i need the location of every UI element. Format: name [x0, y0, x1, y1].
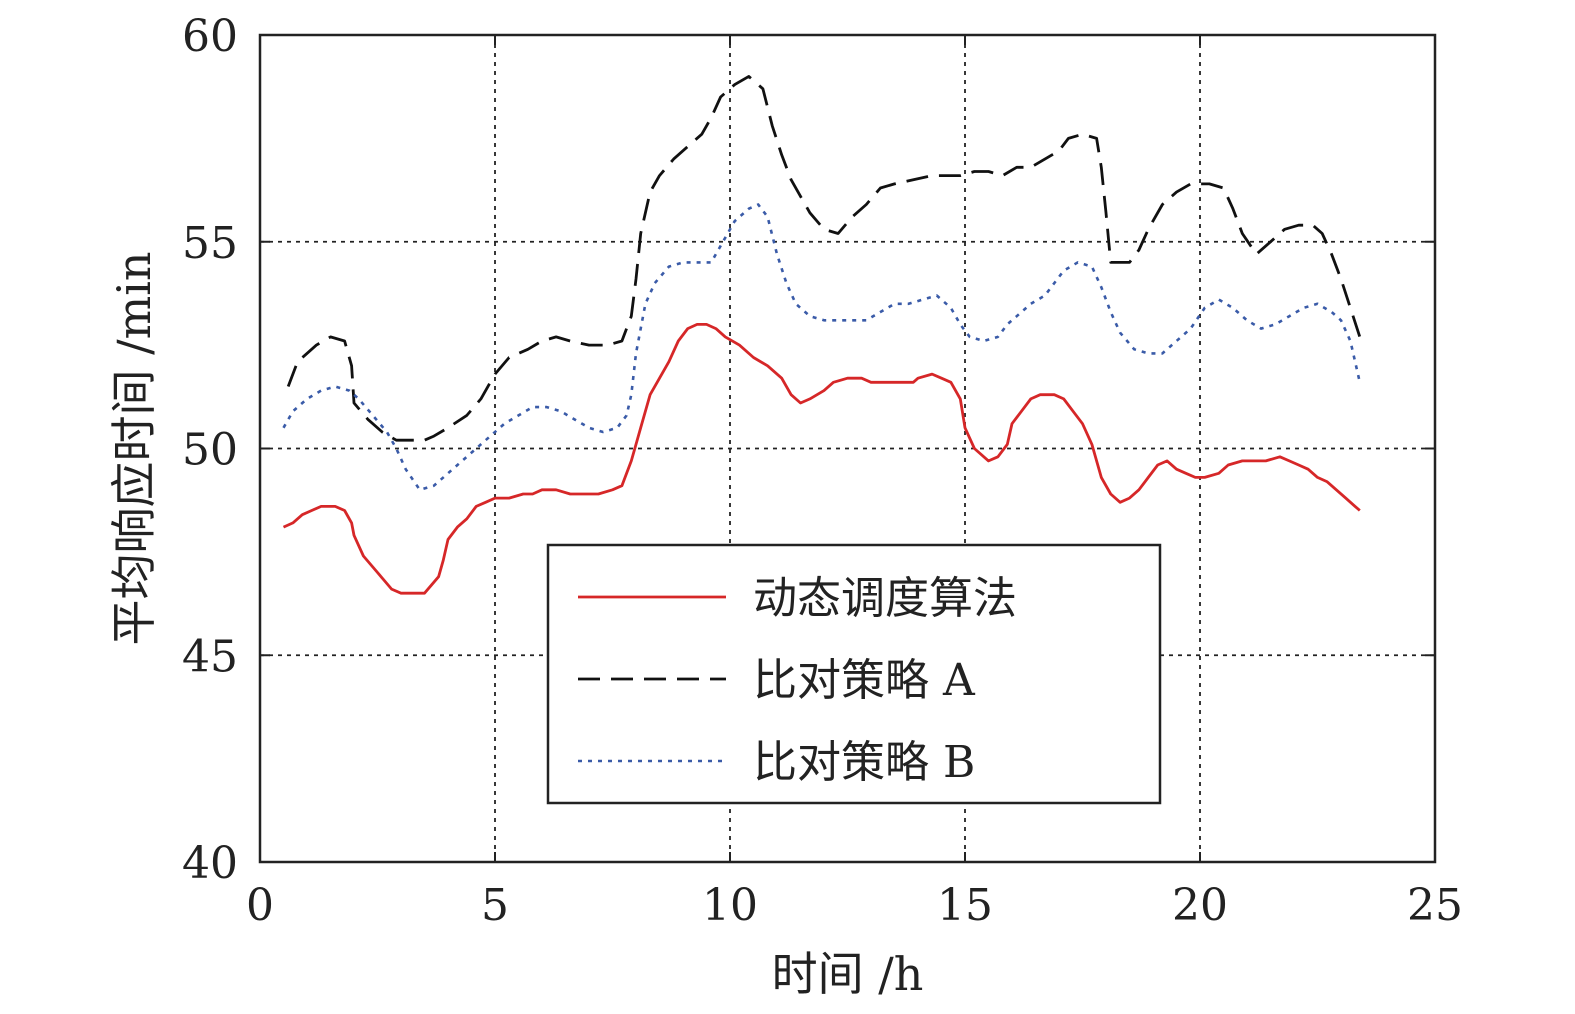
x-tick-label: 5	[481, 880, 509, 931]
y-tick-label: 55	[182, 218, 238, 269]
legend-label: 比对策略 B	[753, 737, 975, 788]
y-tick-label: 50	[182, 425, 238, 476]
series-layer	[282, 75, 1362, 595]
series-line-2	[286, 75, 1362, 442]
x-axis-title: 时间 /h	[772, 947, 924, 1001]
series-line-1	[282, 322, 1361, 595]
y-tick-label: 40	[182, 838, 238, 889]
legend-label: 动态调度算法	[753, 573, 1017, 624]
x-tick-label: 20	[1172, 880, 1228, 931]
x-tick-label: 25	[1407, 880, 1463, 931]
axis-ticks	[259, 34, 1436, 863]
legend-label: 比对策略 A	[753, 655, 976, 706]
x-tick-label: 10	[702, 880, 758, 931]
tick-labels: 0 5 10 15 20 25 40 45 50 55 60	[182, 11, 1463, 931]
x-tick-label: 15	[937, 880, 993, 931]
y-tick-label: 60	[182, 11, 238, 62]
series-line-3	[282, 203, 1362, 492]
y-tick-label: 45	[182, 631, 238, 682]
x-tick-label: 0	[246, 880, 274, 931]
y-axis-title: 平均响应时间 /min	[107, 251, 161, 645]
